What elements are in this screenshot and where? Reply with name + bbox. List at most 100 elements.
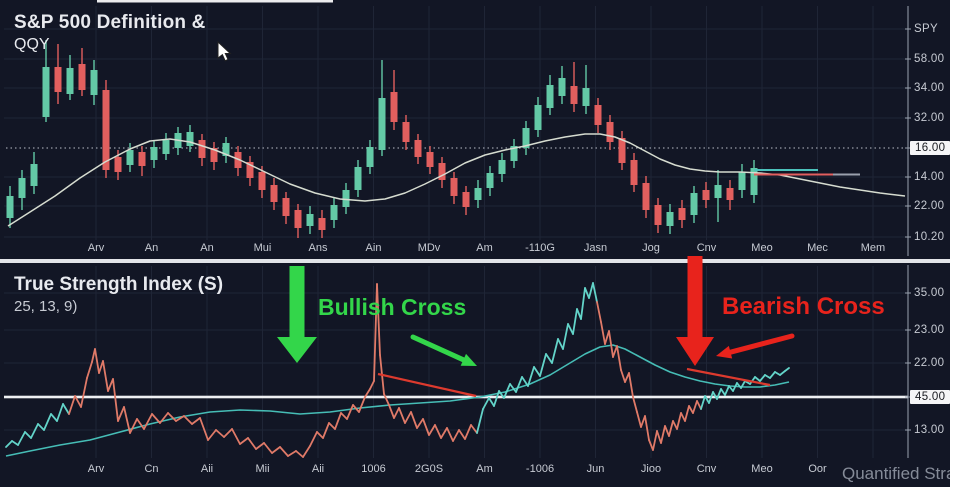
candle-body — [114, 157, 122, 172]
chart-background — [0, 0, 950, 487]
tsi-line-segment — [37, 423, 45, 431]
tsi-line-segment — [316, 431, 324, 439]
candle-body — [150, 147, 158, 160]
tsi-line-segment — [764, 374, 771, 379]
tsi-line-segment — [624, 372, 630, 383]
tsi-line-segment — [404, 411, 412, 424]
tsi-line-segment — [440, 427, 448, 439]
candle-body — [402, 122, 410, 142]
candle-body — [246, 162, 254, 178]
tsi-line-segment — [562, 323, 569, 350]
trendline — [377, 372, 477, 398]
tsi-line-segment — [340, 412, 348, 420]
tsi-line-segment — [80, 377, 88, 408]
candle-body — [666, 212, 674, 226]
candle-body — [558, 78, 566, 96]
tsi-line-segment — [346, 404, 354, 420]
tsi-line-segment — [393, 407, 400, 419]
candle-body — [486, 173, 494, 188]
candle-body — [366, 147, 374, 167]
candle-body — [354, 167, 362, 190]
tsi-line-segment — [17, 431, 26, 446]
tsi-line-segment — [123, 406, 131, 434]
tsi-line-segment — [94, 348, 100, 374]
candle-body — [570, 86, 578, 104]
tsi-line-segment — [398, 407, 406, 424]
panel-divider[interactable] — [0, 259, 950, 263]
tsi-line-segment — [476, 408, 484, 434]
tsi-line-segment — [207, 429, 217, 441]
tsi-line-segment — [434, 424, 442, 439]
candle-body — [522, 128, 530, 148]
tsi-line-segment — [596, 301, 602, 323]
tsi-line-segment — [616, 345, 622, 371]
tsi-line-segment — [369, 380, 375, 390]
candle-body — [42, 67, 50, 117]
tsi-line-segment — [159, 412, 169, 424]
tsi-line-segment — [352, 404, 360, 413]
chart-area[interactable]: S&P 500 Definition & QQY True Strength I… — [0, 0, 950, 487]
tsi-line-segment — [287, 450, 297, 457]
tsi-zero-line — [4, 395, 908, 399]
tsi-line-segment — [527, 366, 535, 387]
candle-body — [678, 208, 686, 220]
candle-body — [258, 172, 266, 190]
tsi-line-segment — [692, 400, 698, 414]
tsi-line-segment — [572, 308, 578, 335]
trendline — [686, 367, 771, 387]
candle-body — [222, 143, 230, 156]
tsi-line-segment — [482, 397, 490, 410]
tsi-line-segment — [769, 371, 776, 379]
tsi-line-segment — [744, 380, 751, 385]
candle-body — [306, 214, 314, 226]
page-margin-right — [950, 0, 960, 494]
tsi-line-segment — [410, 411, 418, 429]
chart-canvas[interactable] — [0, 0, 950, 487]
tsi-line-segment — [779, 370, 786, 376]
tsi-line-segment — [498, 390, 505, 399]
tsi-line-segment — [102, 360, 109, 392]
candle-body — [90, 70, 98, 95]
tsi-line-segment — [620, 369, 626, 383]
tsi-line-segment — [112, 378, 119, 422]
mouse-cursor-icon — [217, 40, 232, 62]
candle-body — [390, 92, 398, 122]
tsi-line-segment — [700, 395, 706, 410]
tsi-line-segment — [488, 397, 495, 407]
tsi-line-segment — [604, 330, 610, 345]
candle-body — [738, 172, 746, 190]
candle-body — [498, 160, 506, 174]
tsi-line-segment — [759, 374, 766, 382]
tsi-line-segment — [732, 382, 738, 392]
tsi-line-segment — [422, 418, 430, 436]
candle-body — [294, 210, 302, 228]
candle-body — [438, 163, 446, 180]
candle-body — [330, 205, 338, 220]
candle-body — [582, 88, 590, 106]
tsi-line-segment — [151, 413, 161, 424]
tsi-line-segment — [533, 366, 541, 377]
tsi-line-segment — [199, 417, 209, 441]
tsi-line-segment — [247, 437, 257, 450]
tsi-line-segment — [255, 442, 265, 450]
tsi-line-segment — [680, 412, 686, 422]
tsi-line-segment — [716, 388, 722, 400]
tsi-line-segment — [688, 405, 694, 414]
tsi-line-segment — [636, 411, 642, 428]
tsi-line-segment — [129, 418, 138, 434]
tsi-line-segment — [167, 412, 177, 422]
tsi-line-segment — [509, 383, 517, 393]
candle-body — [594, 105, 602, 125]
candle-body — [414, 140, 422, 157]
green-arrow-line — [410, 334, 466, 363]
candle-body — [78, 64, 86, 90]
tsi-line-segment — [740, 380, 746, 389]
tsi-line-segment — [696, 400, 702, 410]
candle-body — [618, 138, 626, 163]
candle-body — [318, 218, 326, 230]
candle-body — [642, 183, 650, 210]
candle-body — [426, 152, 434, 167]
candle-body — [54, 67, 62, 92]
tsi-line-segment — [98, 360, 104, 374]
candle-body — [606, 122, 614, 142]
